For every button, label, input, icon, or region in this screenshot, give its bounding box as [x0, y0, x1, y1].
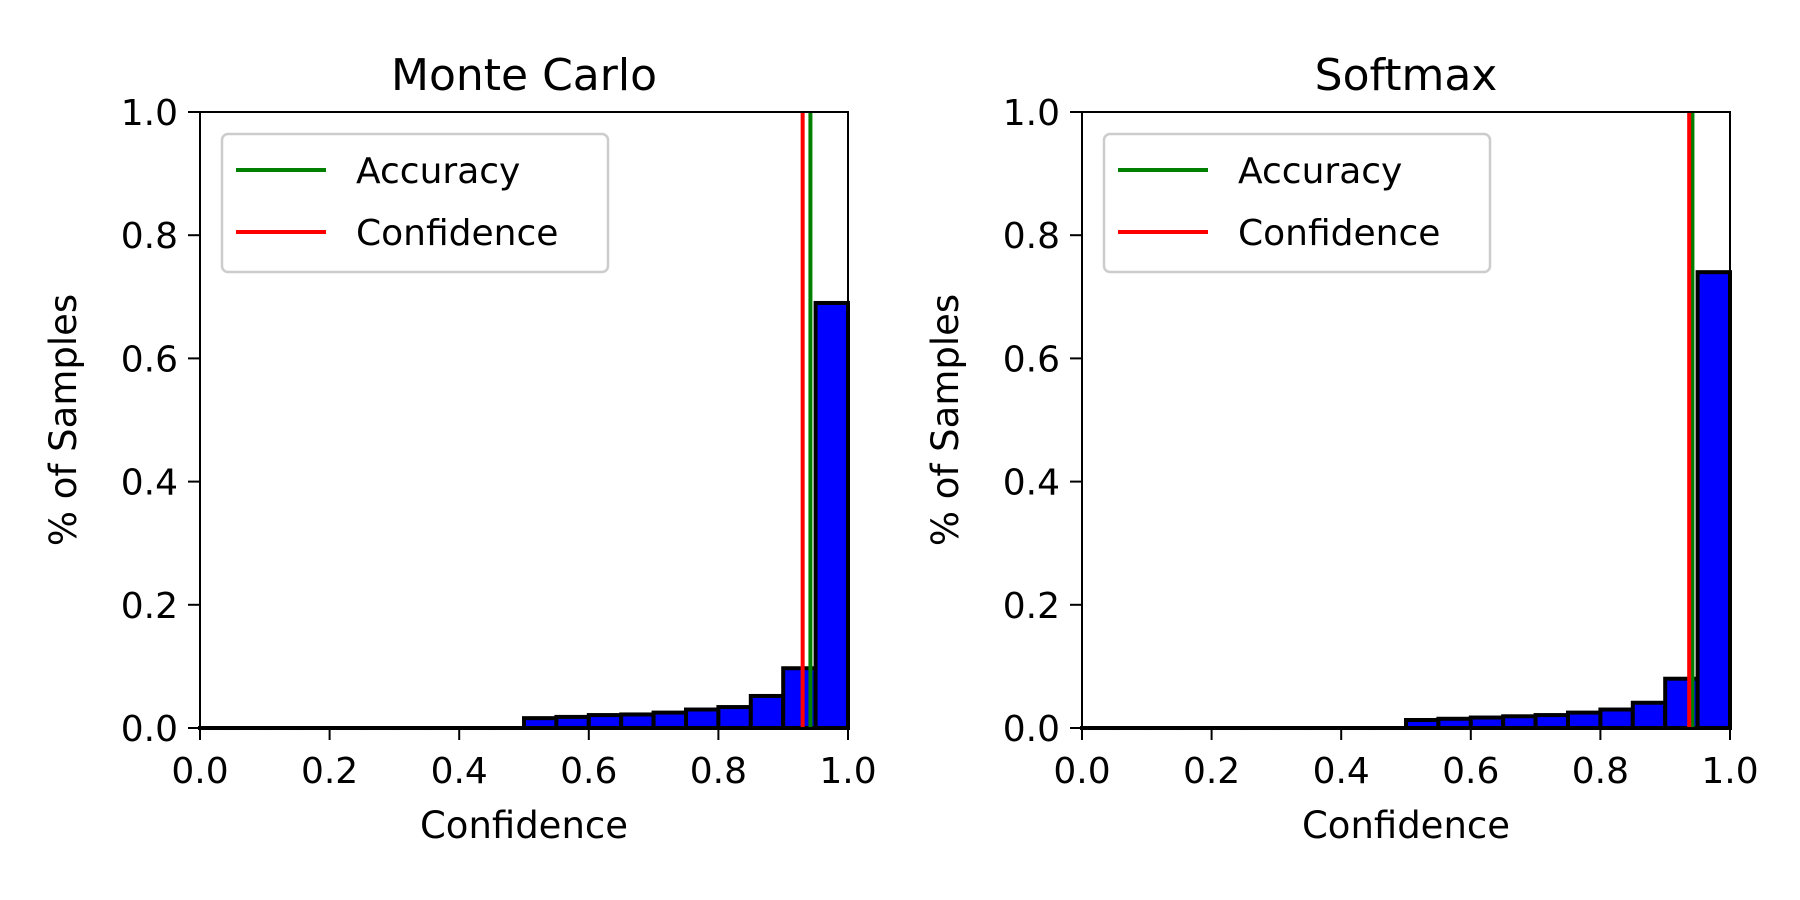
legend-accuracy-label: Accuracy [1238, 151, 1402, 192]
x-tick-label: 0.2 [301, 751, 358, 792]
chart-title: Monte Carlo [391, 50, 657, 101]
histogram-bar [1436, 716, 1473, 731]
histogram-bar [1598, 707, 1635, 731]
histogram-bar [1501, 714, 1538, 731]
histogram-bar [813, 300, 850, 731]
y-tick-label: 0.8 [121, 216, 178, 257]
x-tick-label: 0.0 [171, 751, 228, 792]
histogram-bar [522, 716, 559, 730]
y-tick-label: 0.6 [1003, 339, 1060, 380]
reference-lines [800, 112, 813, 728]
legend-accuracy-label: Accuracy [356, 151, 520, 192]
x-tick-label: 0.4 [1313, 751, 1370, 792]
plot-frame [199, 111, 849, 729]
y-tick-label: 0.0 [121, 709, 178, 750]
legend: Accuracy Confidence [1102, 132, 1492, 274]
x-axis: 0.0 0.2 0.4 0.6 0.8 1.0 [1053, 728, 1759, 792]
y-tick-label: 0.4 [1003, 463, 1060, 504]
reference-lines [1687, 112, 1695, 728]
histogram-bar [684, 707, 721, 731]
histogram-bar [1566, 710, 1603, 730]
histogram-bar [748, 693, 786, 731]
panel-monte-carlo: Monte Carlo 0.0 0.2 0.4 0.6 0.8 1.0 0.0 0.2 0.4… [42, 50, 877, 847]
x-tick-label: 0.6 [560, 751, 617, 792]
y-tick-label: 0.6 [121, 339, 178, 380]
y-tick-label: 0.2 [1003, 586, 1060, 627]
x-tick-label: 0.6 [1442, 751, 1499, 792]
x-tick-label: 1.0 [1701, 751, 1758, 792]
y-tick-label: 0.8 [1003, 216, 1060, 257]
histogram-bar [651, 710, 689, 730]
legend-confidence-label: Confidence [1238, 213, 1440, 254]
panel-softmax: Softmax 0.0 0.2 0.4 0.6 0.8 1.0 0.00.20.40.60… [924, 50, 1759, 847]
x-tick-label: 0.2 [1183, 751, 1240, 792]
plot-frame [1081, 111, 1731, 729]
y-tick-label: 1.0 [1003, 93, 1060, 134]
histogram-bar [1404, 717, 1441, 731]
y-axis: 0.0 0.2 0.4 0.6 0.8 1.0 [1003, 93, 1082, 750]
y-tick-label: 1.0 [121, 93, 178, 134]
histogram-bar [1533, 713, 1571, 731]
y-tick-label: 0.2 [121, 586, 178, 627]
x-axis-label: Confidence [1302, 804, 1510, 847]
x-axis: 0.0 0.2 0.4 0.6 0.8 1.0 [171, 728, 877, 792]
x-tick-label: 0.8 [1572, 751, 1629, 792]
x-tick-label: 0.4 [431, 751, 488, 792]
y-tick-label: 0.4 [121, 463, 178, 504]
y-axis: 0.0 0.2 0.4 0.6 0.8 1.0 [121, 93, 200, 750]
x-tick-label: 1.0 [819, 751, 876, 792]
histogram-bar [554, 714, 591, 730]
histogram-bar [716, 705, 753, 731]
x-tick-label: 0.0 [1053, 751, 1110, 792]
histogram-bar [1468, 715, 1506, 731]
histogram-bar [1695, 270, 1732, 730]
histogram-bar [1630, 700, 1668, 731]
y-tick-label: 0.0 [1003, 709, 1060, 750]
histogram-bar [619, 712, 656, 730]
histogram-bar [586, 713, 624, 731]
y-axis-label: % of Samples [42, 294, 85, 546]
x-tick-label: 0.8 [690, 751, 747, 792]
chart-title: Softmax [1315, 50, 1498, 101]
legend-confidence-label: Confidence [356, 213, 558, 254]
y-axis-label: % of Samples [924, 294, 967, 546]
legend: Accuracy Confidence [220, 132, 610, 274]
x-axis-label: Confidence [420, 804, 628, 847]
